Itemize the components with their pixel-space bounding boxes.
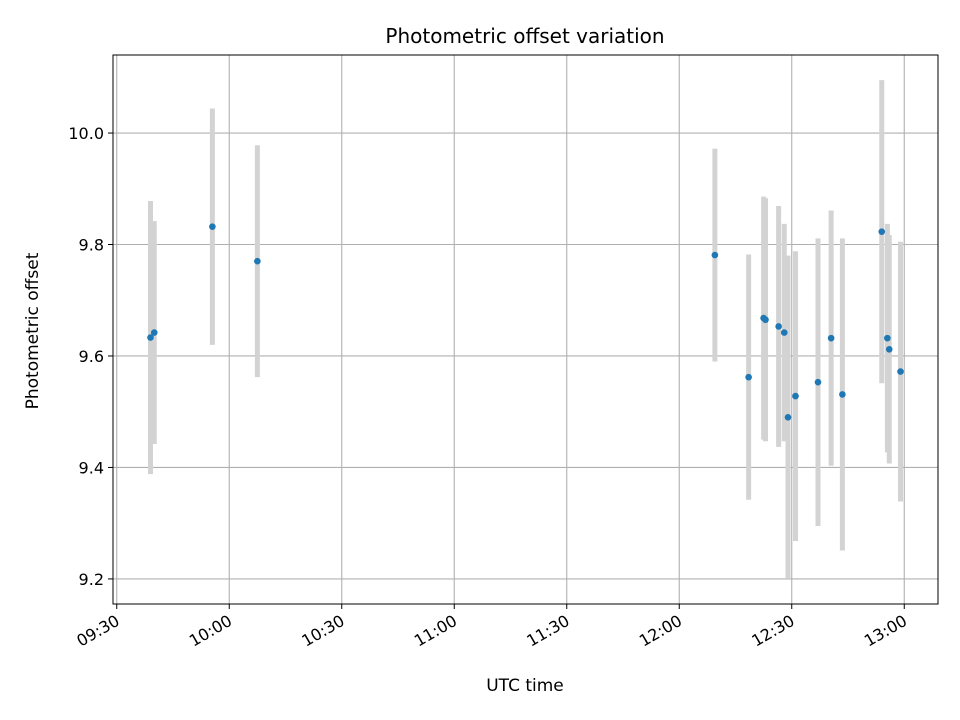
data-point	[884, 334, 891, 342]
data-point	[897, 368, 904, 375]
plot-frame	[112, 54, 939, 605]
y-axis-ticks: 9.2 9.4 9.6 9.8 10.0	[68, 124, 113, 589]
x-tick-label: 12:00	[636, 611, 685, 651]
x-axis-ticks: 09:30 10:00 10:30 11:00 11:30 12:00 12:30 13:00	[73, 604, 910, 651]
data-point	[792, 392, 799, 400]
y-tick-label: 9.4	[79, 458, 104, 477]
x-tick-label: 10:00	[186, 611, 235, 651]
x-tick-label: 11:30	[523, 611, 572, 651]
y-axis-title: Photometric offset	[23, 252, 43, 409]
data-point	[147, 334, 154, 341]
data-point	[814, 378, 822, 386]
data-point	[254, 257, 261, 265]
data-point	[745, 373, 752, 381]
x-tick-label: 11:00	[411, 611, 460, 651]
x-tick-label: 12:30	[748, 611, 797, 651]
data-point	[878, 228, 886, 235]
data-point	[762, 316, 769, 324]
y-tick-label: 9.6	[79, 347, 104, 366]
x-tick-label: 13:00	[861, 611, 910, 651]
y-tick-label: 9.8	[79, 236, 104, 255]
data-point	[885, 345, 893, 353]
chart-title: Photometric offset variation	[385, 24, 664, 48]
data-point	[775, 323, 782, 330]
error-bars	[148, 80, 903, 579]
data-point	[209, 223, 216, 230]
x-tick-label: 10:30	[298, 611, 347, 651]
data-point	[780, 329, 788, 336]
y-tick-label: 10.0	[68, 124, 104, 143]
data-point	[784, 413, 792, 421]
data-point	[150, 329, 158, 336]
grid	[113, 55, 938, 604]
data-point	[711, 251, 719, 259]
data-point	[827, 334, 835, 342]
x-tick-label: 09:30	[73, 611, 122, 651]
x-axis-title: UTC time	[486, 676, 564, 696]
data-point	[839, 391, 846, 398]
data-points	[147, 223, 904, 421]
y-tick-label: 9.2	[79, 570, 104, 589]
